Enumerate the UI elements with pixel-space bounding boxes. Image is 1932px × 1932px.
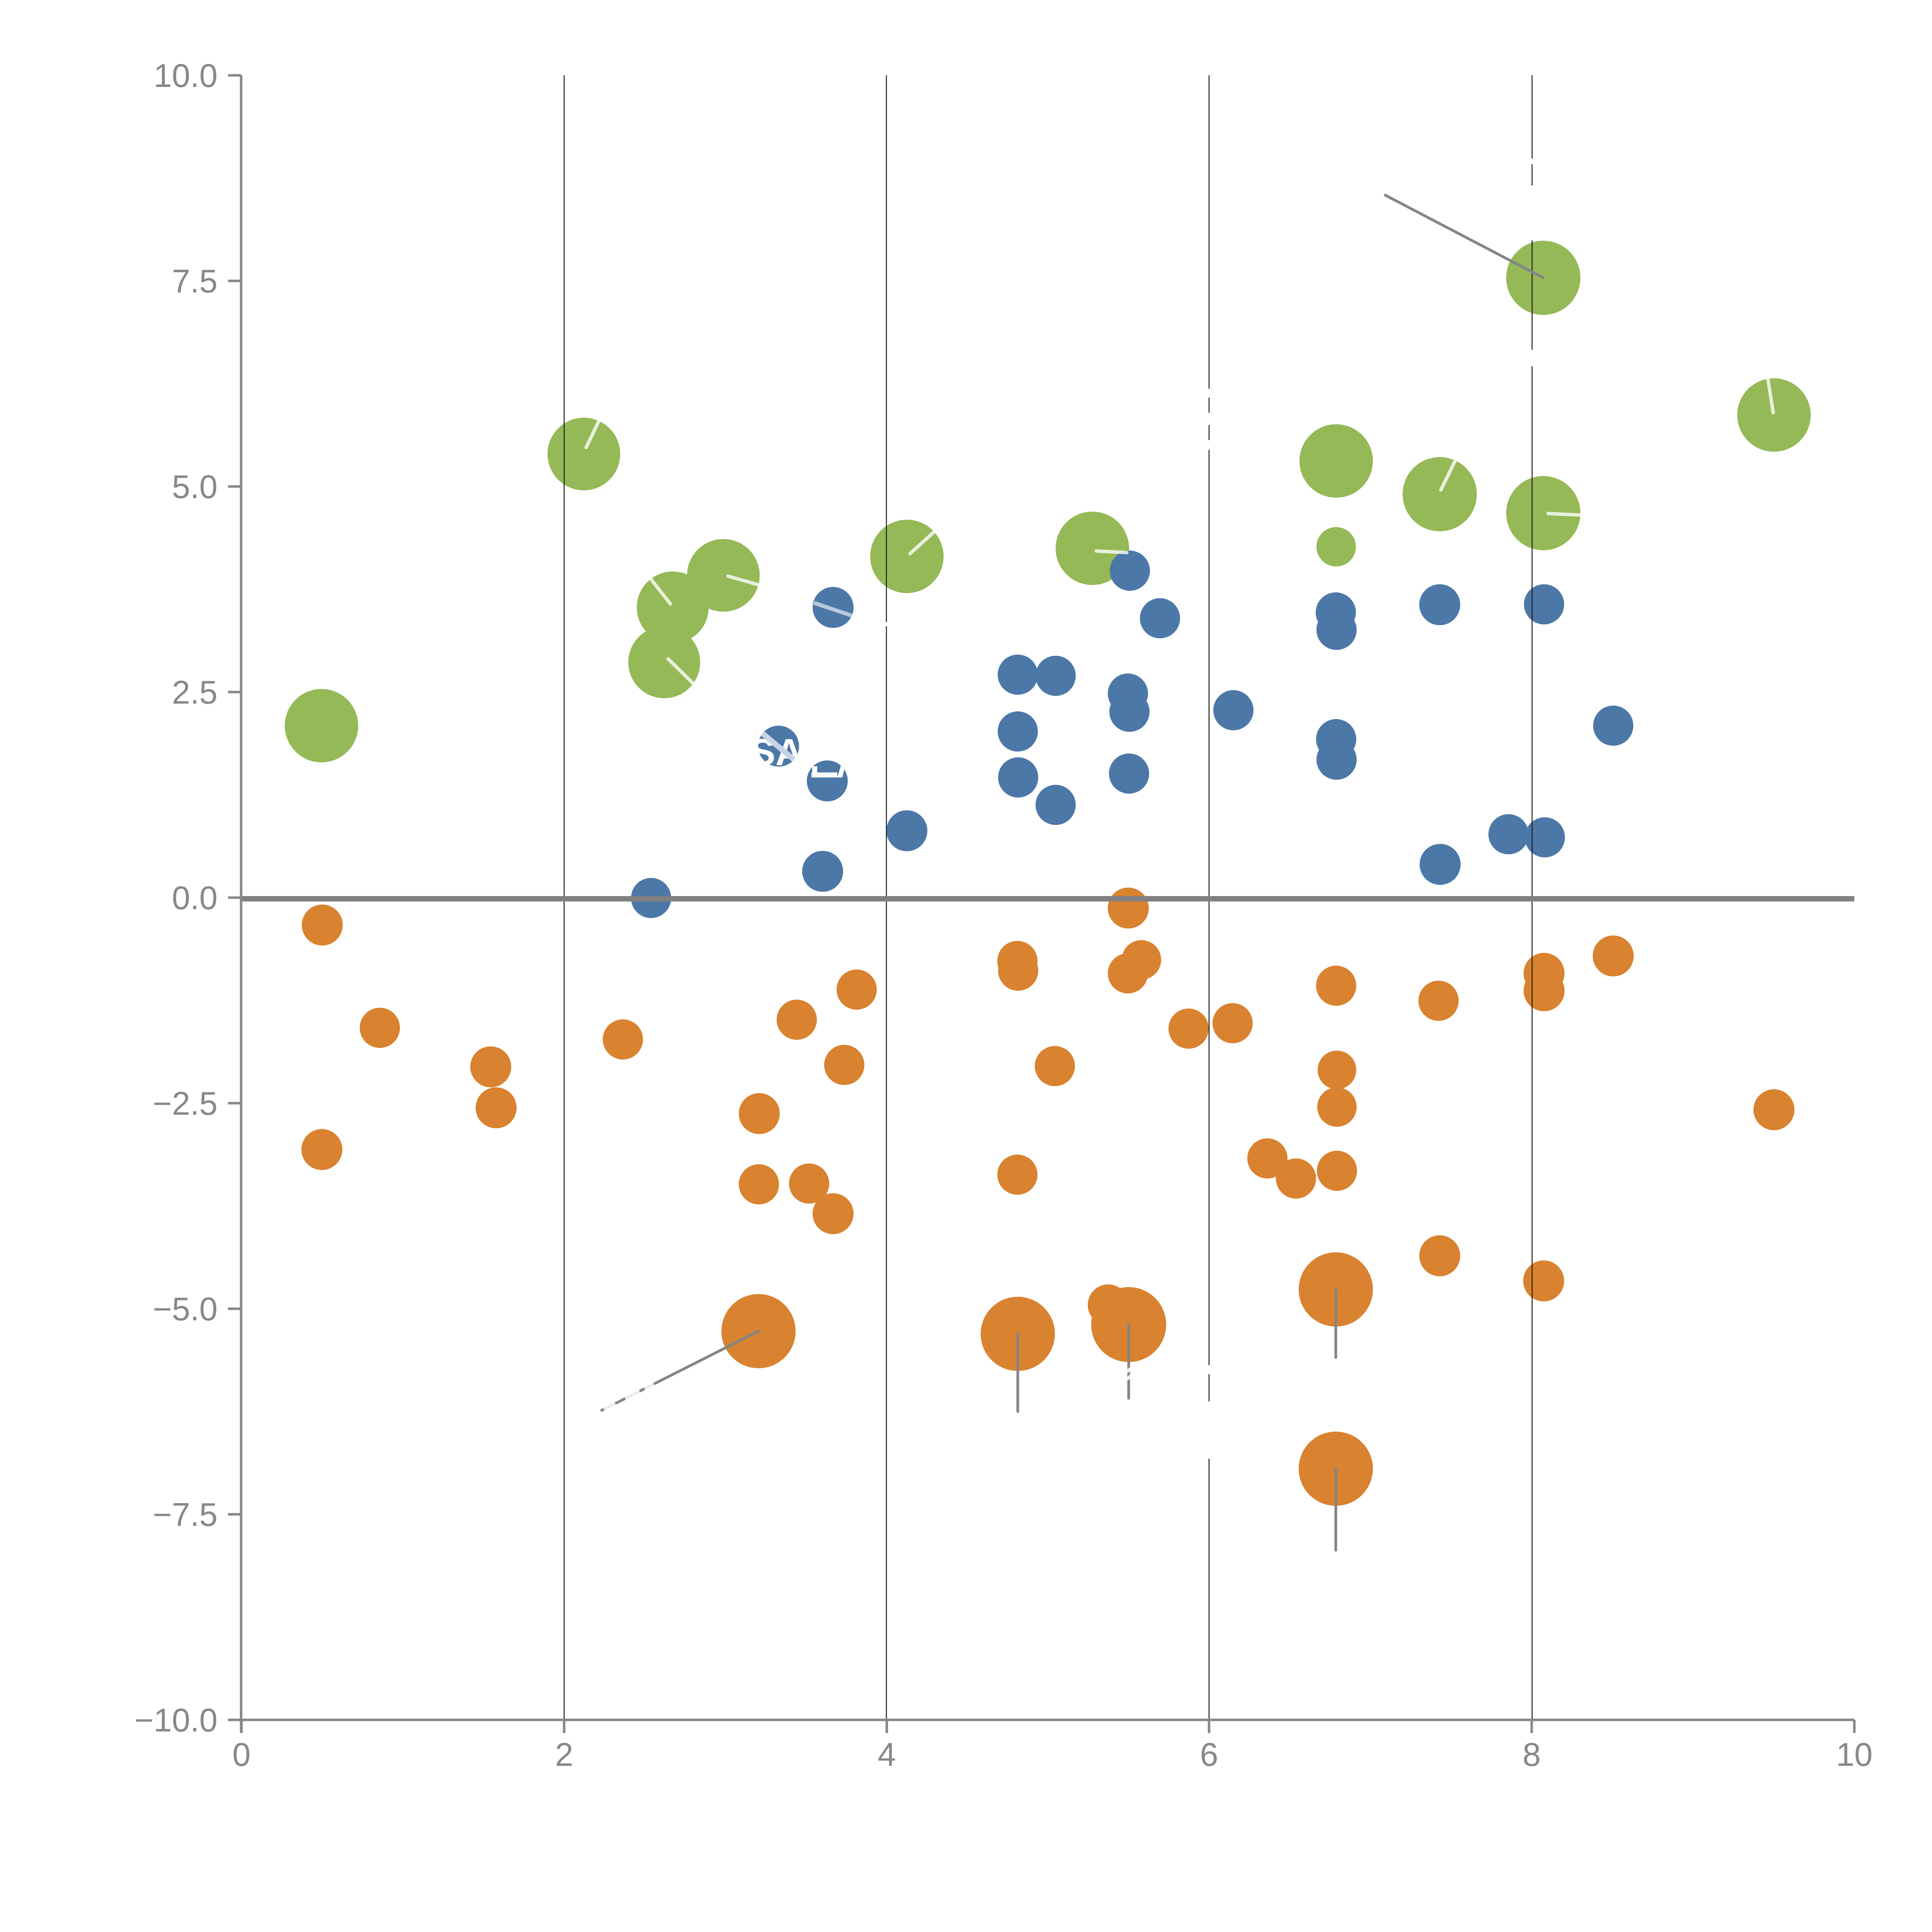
svg-text:6: 6 xyxy=(1200,1736,1218,1773)
svg-text:8: 8 xyxy=(1522,1736,1541,1773)
svg-text:0: 0 xyxy=(232,1736,250,1773)
svg-text:0.0: 0.0 xyxy=(172,880,218,917)
svg-text:−2.5: −2.5 xyxy=(153,1085,218,1122)
svg-text:2: 2 xyxy=(555,1736,573,1773)
svg-text:4: 4 xyxy=(878,1736,896,1773)
svg-text:5.0: 5.0 xyxy=(172,469,218,505)
svg-text:10: 10 xyxy=(1836,1736,1873,1773)
svg-text:SA: SA xyxy=(750,731,803,773)
svg-text:−5.0: −5.0 xyxy=(153,1291,218,1328)
svg-text:10.0: 10.0 xyxy=(154,58,218,94)
svg-text:−7.5: −7.5 xyxy=(153,1497,218,1533)
svg-text:−10.0: −10.0 xyxy=(134,1702,218,1739)
svg-text:7.5: 7.5 xyxy=(172,263,218,300)
svg-text:2.5: 2.5 xyxy=(172,674,218,711)
